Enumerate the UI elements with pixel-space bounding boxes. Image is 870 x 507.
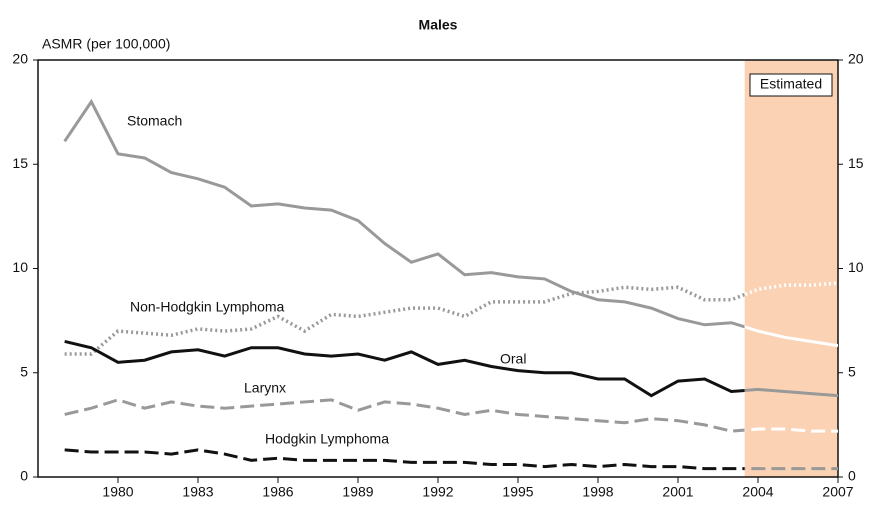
y2-tick-label: 15 xyxy=(848,155,864,171)
x-tick-label: 1989 xyxy=(342,484,373,500)
series-label: Non-Hodgkin Lymphoma xyxy=(130,299,285,315)
y-tick-label: 5 xyxy=(20,363,28,379)
y-tick-label: 20 xyxy=(12,51,28,67)
annotation-box xyxy=(749,73,833,97)
annotation: Estimated xyxy=(760,76,822,92)
series-label: Hodgkin Lymphoma xyxy=(265,431,389,447)
chart-title: Males xyxy=(419,17,458,33)
y2-tick-label: 5 xyxy=(848,363,856,379)
series-label: Larynx xyxy=(244,380,286,396)
series-line xyxy=(64,340,745,398)
x-tick-label: 2004 xyxy=(742,484,773,500)
series-line xyxy=(64,448,745,471)
series-label: Oral xyxy=(500,351,526,367)
x-tick-label: 1992 xyxy=(422,484,453,500)
x-tick-label: 1995 xyxy=(502,484,533,500)
x-tick-label: 1980 xyxy=(102,484,133,500)
series-label: Stomach xyxy=(127,113,182,129)
x-tick-label: 2007 xyxy=(822,484,853,500)
series-line xyxy=(63,98,745,329)
y-tick-label: 10 xyxy=(12,259,28,275)
series-line xyxy=(744,325,839,348)
series-line xyxy=(744,387,839,398)
x-tick-label: 1998 xyxy=(582,484,613,500)
x-tick-label: 1983 xyxy=(182,484,213,500)
series-line xyxy=(64,285,745,356)
series-line xyxy=(744,281,839,297)
x-tick-label: 1986 xyxy=(262,484,293,500)
estimated-region xyxy=(744,60,838,477)
series-line xyxy=(64,398,745,433)
y2-tick-label: 0 xyxy=(848,468,856,484)
y-tick-label: 15 xyxy=(12,155,28,171)
x-tick-label: 2001 xyxy=(662,484,693,500)
y-tick-label: 0 xyxy=(20,468,28,484)
y2-tick-label: 20 xyxy=(848,51,864,67)
y2-tick-label: 10 xyxy=(848,259,864,275)
y-axis-label: ASMR (per 100,000) xyxy=(42,36,170,52)
series-line xyxy=(744,427,838,433)
